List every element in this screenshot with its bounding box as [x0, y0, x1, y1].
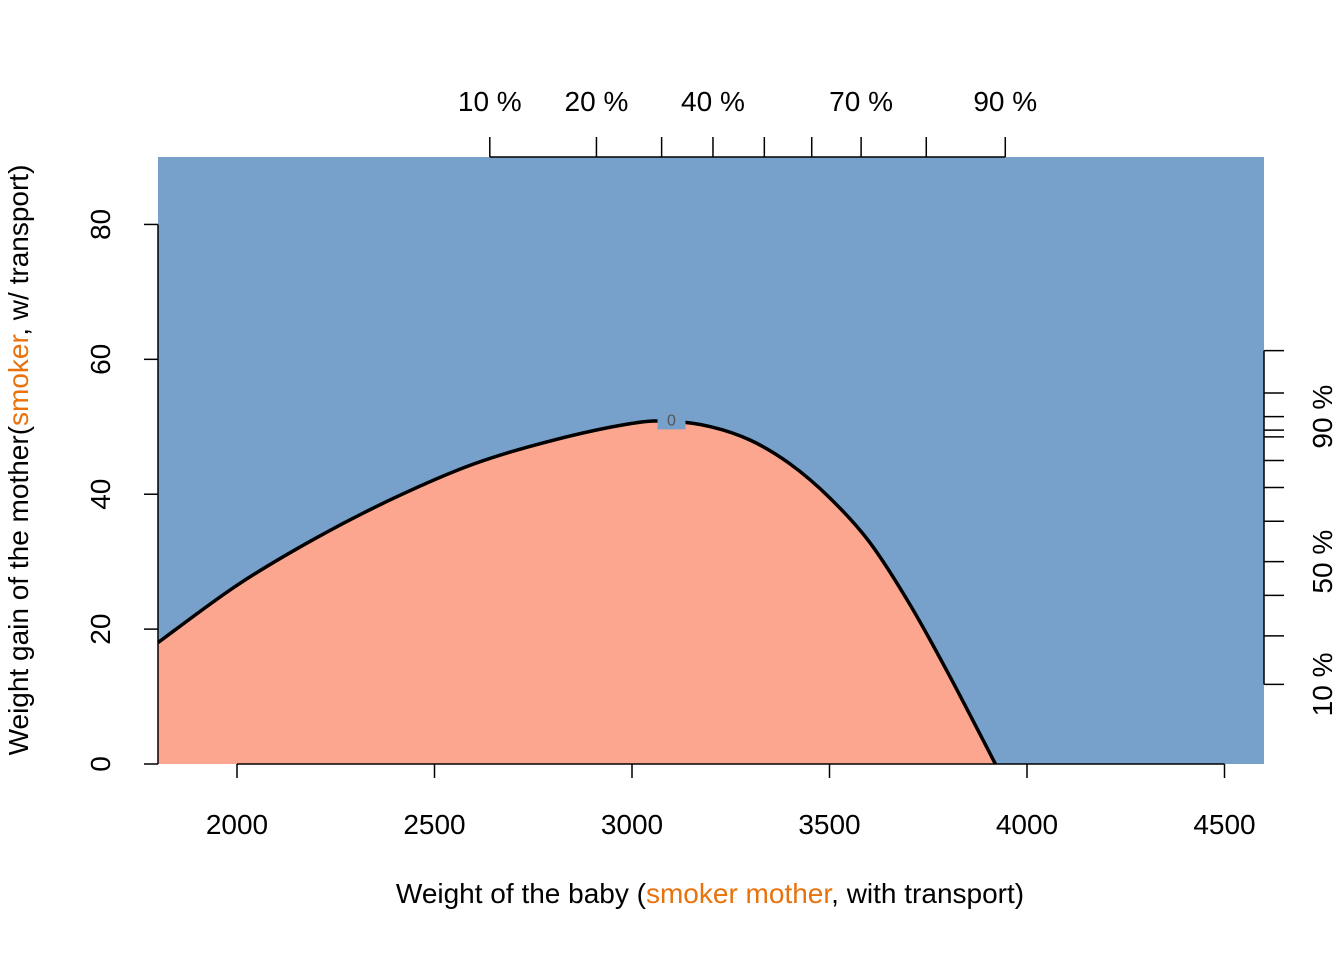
x-axis-title-pre: Weight of the baby (	[396, 878, 647, 909]
right-quantile-label: 50 %	[1307, 530, 1338, 594]
y-tick-label: 60	[85, 344, 116, 375]
top-quantile-label: 90 %	[973, 86, 1037, 117]
y-axis-title-pre: Weight gain of the mother(	[3, 425, 34, 755]
right-quantile-label: 10 %	[1307, 653, 1338, 717]
x-tick-label: 2000	[206, 809, 268, 840]
top-quantile-label: 40 %	[681, 86, 745, 117]
y-tick-label: 40	[85, 479, 116, 510]
region-below-boundary	[158, 420, 996, 764]
x-axis: 2000 2500 3000 3500 4000 4500	[206, 763, 1256, 840]
x-tick-label: 3000	[601, 809, 663, 840]
y-tick-label: 0	[85, 756, 116, 772]
x-tick-label: 3500	[798, 809, 860, 840]
top-quantile-label: 70 %	[829, 86, 893, 117]
x-tick-label: 4500	[1193, 809, 1255, 840]
contour-label-background	[657, 413, 686, 430]
x-axis-title-post: , with transport)	[831, 878, 1024, 909]
top-quantile-axis: 10 % 20 % 40 % 70 % 90 %	[458, 86, 1037, 158]
x-axis-title: Weight of the baby (smoker mother, with …	[396, 878, 1024, 909]
x-tick-label: 2500	[403, 809, 465, 840]
top-quantile-label: 10 %	[458, 86, 522, 117]
y-axis-title: Weight gain of the mother(smoker, w/ tra…	[3, 165, 34, 756]
right-quantile-axis: 10 % 50 % 90 %	[1263, 349, 1338, 717]
x-tick-label: 4000	[996, 809, 1058, 840]
right-quantile-label: 90 %	[1307, 385, 1338, 449]
y-axis-title-highlight: smoker	[3, 335, 34, 426]
x-axis-title-highlight: smoker mother	[646, 878, 832, 909]
top-quantile-label: 20 %	[565, 86, 629, 117]
y-tick-label: 20	[85, 614, 116, 645]
contour-label: 0	[667, 413, 676, 430]
y-tick-label: 80	[85, 209, 116, 240]
y-axis-title-post: , w/ transport)	[3, 165, 34, 336]
y-axis: 0 20 40 60 80	[85, 209, 159, 772]
